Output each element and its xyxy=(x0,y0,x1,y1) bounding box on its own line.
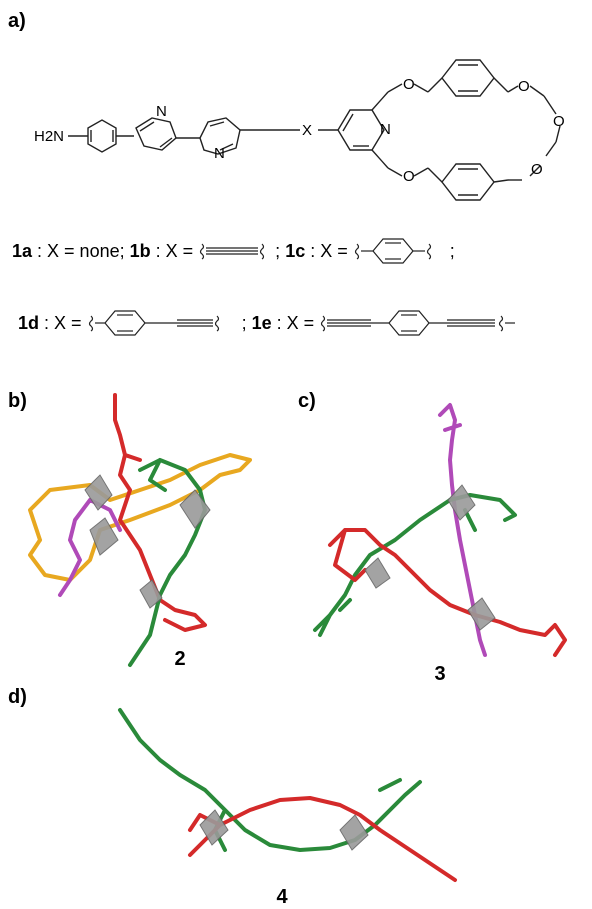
compound-1d-desc: : X = xyxy=(39,313,87,333)
metal-center-octahedron xyxy=(179,489,211,529)
nitrogen-label-3: N xyxy=(380,121,391,138)
compound-1c: 1c xyxy=(285,241,306,261)
bis-ethynyl-phenylene-linker-icon xyxy=(321,310,516,336)
ligand-strand-red xyxy=(113,393,207,632)
metal-center-octahedron xyxy=(199,809,229,846)
crystal-structure-2 xyxy=(28,393,252,667)
oxygen-label-5: O xyxy=(403,168,415,185)
ligand-strand-green xyxy=(313,493,517,637)
compound-1b: 1b xyxy=(129,241,151,261)
panel-label-d: d) xyxy=(8,686,27,708)
oxygen-label-4: O xyxy=(531,161,543,178)
metal-center-octahedron xyxy=(339,814,369,851)
compound-1a-desc: : X = none; xyxy=(32,241,130,261)
compound-1e-desc: : X = xyxy=(271,313,320,333)
compound-1b-desc: : X = xyxy=(150,241,199,261)
metal-center-octahedron xyxy=(364,557,391,589)
x-substituent-label: X xyxy=(302,122,312,139)
separator: ; xyxy=(241,313,252,333)
ligand-strand-green xyxy=(118,708,422,852)
alkyne-linker-icon xyxy=(200,243,265,260)
ligand-structure-diagram: H2N N N X N O O O O O xyxy=(34,59,565,201)
metal-center-octahedron xyxy=(89,517,119,556)
compound-1a: 1a xyxy=(12,241,33,261)
ligand-strand-red xyxy=(328,528,567,657)
separator: ; xyxy=(275,241,286,261)
pyridine-ring xyxy=(199,117,241,155)
nitrogen-label-1: N xyxy=(156,103,167,120)
metal-center-octahedron xyxy=(467,597,496,631)
metal-center-octahedron xyxy=(139,579,163,609)
phenylene-ethynylene-linker-icon xyxy=(88,310,219,336)
nitrogen-label-2: N xyxy=(214,145,225,162)
amine-label: H2N xyxy=(34,128,64,145)
phenylene-linker-icon xyxy=(354,238,431,264)
structure-label-3: 3 xyxy=(434,663,446,685)
compound-1e: 1e xyxy=(251,313,272,333)
separator: ; xyxy=(449,241,455,261)
pyridine-ring xyxy=(135,117,177,151)
oxygen-label-2: O xyxy=(518,78,530,95)
compound-1d: 1d xyxy=(18,313,40,333)
ligand-strand-orange xyxy=(28,453,252,582)
panel-label-b: b) xyxy=(8,390,27,412)
oxygen-label-1: O xyxy=(403,76,415,93)
metal-center-octahedron xyxy=(84,474,113,511)
structure-label-4: 4 xyxy=(276,886,288,908)
crystal-structure-4 xyxy=(118,708,457,882)
compound-definitions-line-2: 1d : X = ; 1e : X = xyxy=(18,308,519,338)
compound-1c-desc: : X = xyxy=(305,241,353,261)
phenyl-ring xyxy=(87,119,117,153)
structure-label-2: 2 xyxy=(174,648,186,670)
ligand-strand-red xyxy=(188,796,457,882)
compound-definitions-line-1: 1a : X = none; 1b : X = ; 1c : X = ; xyxy=(12,236,455,266)
ligand-strand-magenta xyxy=(58,498,122,597)
panel-label-c: c) xyxy=(298,390,316,412)
central-pyridine-ring xyxy=(337,109,385,151)
oxygen-label-3: O xyxy=(553,113,565,130)
panel-label-a: a) xyxy=(8,10,26,32)
ligand-strand-green xyxy=(128,458,207,667)
metal-center-octahedron xyxy=(447,484,476,521)
crystal-structure-3 xyxy=(313,403,567,657)
